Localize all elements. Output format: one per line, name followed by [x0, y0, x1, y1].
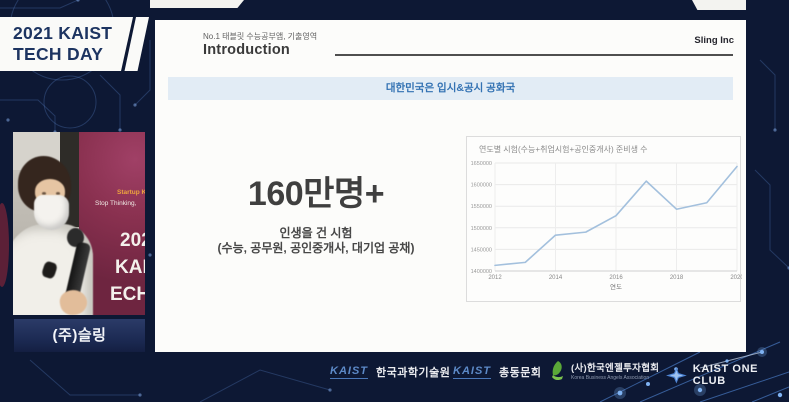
exam-chart-plot: 1400000 1450000 1500000 1550000 1600000 16500…	[471, 161, 742, 291]
angel-association-label: (사)한국엔젤투자협회	[571, 362, 660, 374]
backdrop-text-kaist: KAIS	[115, 257, 145, 278]
exam-chart: 연도별 시험(수능+취업시험+공인중개사) 준비생 수 1400000 14500…	[466, 136, 742, 302]
top-banner-strip-left	[150, 0, 244, 8]
event-banner-line1: 2021 KAIST	[13, 23, 113, 43]
kaist-wordmark-icon: KAIST	[330, 365, 368, 379]
footer-logo-kaist: KAIST 한국과학기술원	[330, 364, 450, 380]
svg-text:1450000: 1450000	[471, 247, 492, 253]
footer-logo-alumni: KAIST 총동문회	[453, 364, 541, 380]
svg-text:1650000: 1650000	[471, 161, 492, 167]
backdrop-text-tech: ECH	[110, 284, 145, 305]
top-banner-strip-right	[692, 0, 746, 10]
company-name: Sling Inc	[694, 35, 734, 46]
presenter-face-mask	[34, 195, 69, 230]
event-banner: 2021 KAIST TECH DAY	[0, 17, 133, 71]
svg-text:1550000: 1550000	[471, 204, 492, 210]
presentation-slide: No.1 태블릿 수능공부앱, 기출영역 Introduction Sling …	[155, 20, 746, 352]
svg-text:연도: 연도	[610, 283, 622, 291]
presenter-eye-left	[42, 192, 46, 195]
slide-section-title: Introduction	[203, 42, 290, 58]
backdrop-text-2021: 202	[120, 230, 145, 251]
svg-text:2018: 2018	[670, 275, 684, 281]
stat-caption-line1: 인생을 건 시험	[279, 226, 353, 240]
backdrop-text-startup: Startup K	[117, 189, 145, 196]
exam-chart-title: 연도별 시험(수능+취업시험+공인중개사) 준비생 수	[479, 145, 648, 154]
angel-association-sublabel: Korea Business Angels Association	[571, 374, 650, 381]
presenter-video: Startup K Stop Thinking, 202 KAIS ECH	[13, 132, 145, 315]
stat-caption-line2: (수능, 공무원, 공인중개사, 대기업 공채)	[217, 241, 415, 255]
alumni-label: 총동문회	[499, 367, 542, 379]
one-club-label: KAIST ONE CLUB	[692, 363, 759, 387]
svg-text:2014: 2014	[549, 275, 563, 281]
footer-logo-one-club: KAIST ONE CLUB	[666, 363, 789, 387]
angel-leaf-icon	[552, 361, 563, 381]
kaist-wordmark-icon: KAIST	[453, 365, 491, 379]
one-club-star-icon	[666, 366, 687, 384]
presenter-eye-right	[56, 192, 60, 195]
kaist-label: 한국과학기술원	[376, 367, 451, 379]
event-banner-line2: TECH DAY	[13, 44, 104, 64]
svg-text:2012: 2012	[488, 275, 502, 281]
backdrop-text-stopthinking: Stop Thinking,	[95, 200, 137, 207]
slide-headline-strip: 대한민국은 입시&공시 공화국	[168, 77, 733, 100]
stat-value: 160만명+	[247, 175, 385, 213]
title-rule	[335, 54, 733, 56]
svg-text:1600000: 1600000	[471, 183, 492, 189]
presenter-name-label: (주)슬링	[14, 319, 145, 352]
footer-logo-angel-association: (사)한국엔젤투자협회 Korea Business Angels Associ…	[549, 359, 659, 381]
svg-text:1400000: 1400000	[471, 269, 492, 275]
svg-text:2020: 2020	[730, 275, 742, 281]
svg-text:1500000: 1500000	[471, 226, 492, 232]
slide-kicker: No.1 태블릿 수능공부앱, 기출영역	[203, 32, 318, 41]
svg-text:2016: 2016	[609, 275, 623, 281]
